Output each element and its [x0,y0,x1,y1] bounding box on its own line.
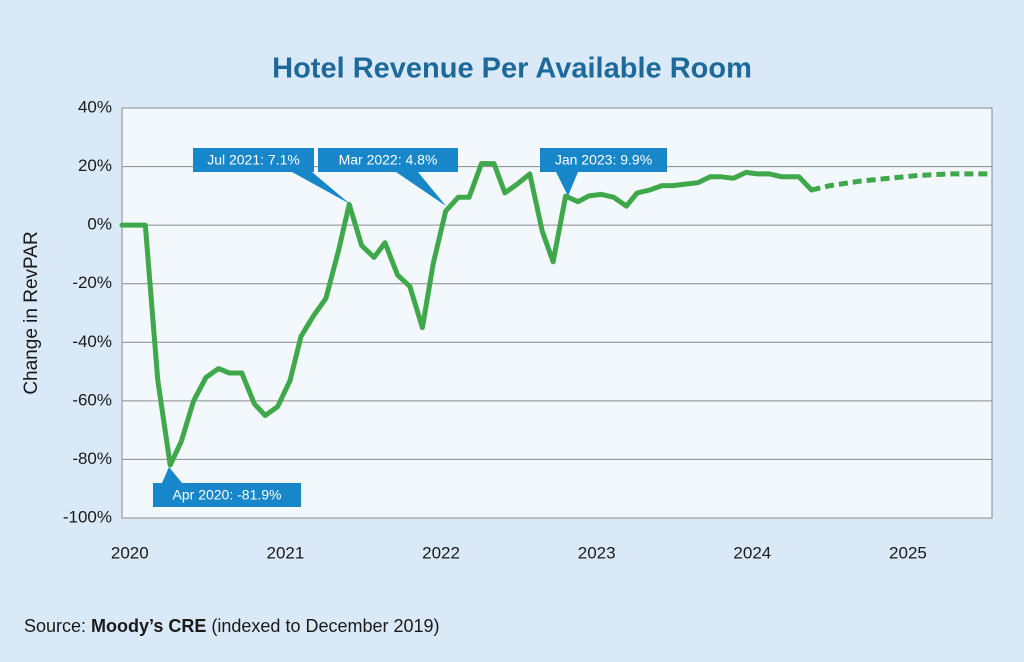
annotation-box [318,148,458,172]
annotation-pointer [396,172,446,206]
y-tick-label: 20% [78,156,112,175]
source-note: Source: Moody’s CRE (indexed to December… [24,616,440,636]
chart-title: Hotel Revenue Per Available Room [272,53,752,85]
source-prefix: Source: [24,616,91,636]
y-tick-label: -60% [72,390,112,409]
annotation: Jul 2021: 7.1% [193,148,350,204]
annotation: Mar 2022: 4.8% [318,148,458,206]
y-tick-label: -80% [72,449,112,468]
y-tick-label: 40% [78,97,112,116]
y-tick-label: -40% [72,332,112,351]
x-tick-label: 2024 [733,543,771,562]
annotation-text: Apr 2020: -81.9% [173,487,282,503]
x-tick-label: 2020 [111,543,149,562]
annotation-box [193,148,314,172]
annotation: Apr 2020: -81.9% [153,467,301,507]
annotation-pointer [162,467,182,483]
y-tick-label: -100% [63,507,112,526]
annotation-pointer [556,172,578,196]
annotation-text: Mar 2022: 4.8% [339,152,438,168]
annotation-box [153,483,301,507]
source-name: Moody’s CRE [91,616,206,636]
x-tick-label: 2023 [578,543,616,562]
source-suffix: (indexed to December 2019) [206,616,439,636]
y-tick-label: 0% [87,215,112,234]
annotation-text: Jul 2021: 7.1% [207,152,300,168]
annotation-pointer [292,172,350,204]
y-tick-label: -20% [72,273,112,292]
x-tick-label: 2022 [422,543,460,562]
forecast-line [810,171,989,193]
x-tick-label: 2021 [267,543,305,562]
annotation-text: Jan 2023: 9.9% [555,152,652,168]
plot-area [121,107,993,519]
data-line [119,161,814,468]
y-axis-label: Change in RevPAR [21,231,42,394]
x-tick-label: 2025 [889,543,927,562]
annotation: Jan 2023: 9.9% [540,148,667,196]
annotation-box [540,148,667,172]
